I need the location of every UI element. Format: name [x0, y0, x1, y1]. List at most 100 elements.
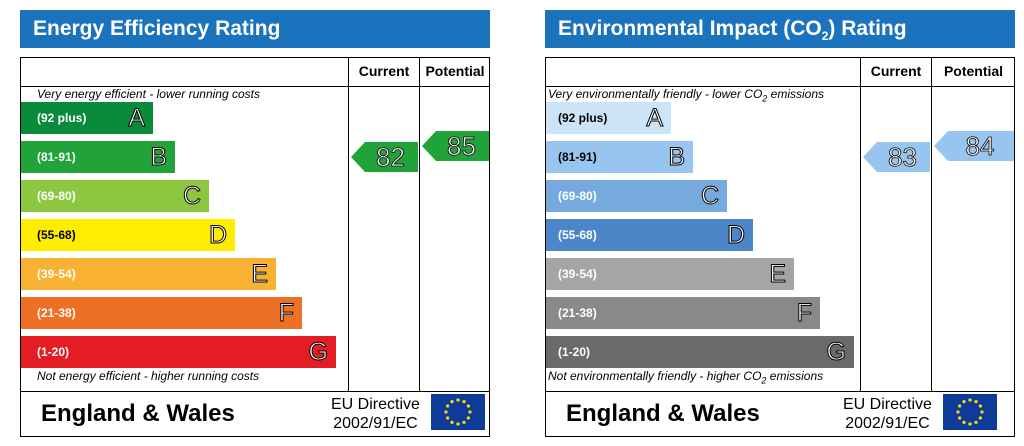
band-letter: D	[726, 221, 745, 250]
band-letter: A	[128, 104, 146, 133]
potential-rating-value: 85	[447, 131, 476, 161]
eu-star	[450, 400, 454, 404]
title-sub: 2	[821, 29, 829, 44]
eu-star	[978, 404, 982, 408]
band-c: (69-80) C	[21, 180, 209, 212]
potential-arrow-shape	[934, 131, 1014, 161]
current-rating-value: 82	[376, 142, 405, 172]
eu-star	[462, 400, 466, 404]
band-d: (55-68) D	[546, 219, 753, 251]
current-arrow-shape	[863, 142, 930, 172]
eu-star	[462, 420, 466, 424]
band-letter: F	[278, 299, 294, 328]
title-main: Environmental Impact (CO	[558, 17, 822, 40]
current-rating-arrow: 82	[351, 142, 418, 172]
eu-star	[466, 416, 470, 420]
eu-star	[962, 420, 966, 424]
band-letter: G	[826, 338, 846, 367]
band-e: (39-54) E	[21, 258, 276, 290]
eu-star	[974, 420, 978, 424]
band-letter: F	[796, 299, 812, 328]
footer-directive: EU Directive 2002/91/EC	[331, 395, 420, 433]
bottom-caption: Not energy efficient - higher running co…	[37, 369, 260, 383]
band-letter: B	[668, 143, 686, 172]
band-range-label: (39-54)	[558, 267, 597, 281]
band-f: (21-38) F	[21, 297, 302, 329]
eu-flag-icon	[943, 394, 997, 430]
eu-star	[446, 416, 450, 420]
eu-star	[974, 400, 978, 404]
directive-line2: 2002/91/EC	[845, 415, 930, 432]
band-a: (92 plus) A	[546, 102, 671, 134]
current-rating-value: 83	[888, 142, 917, 172]
band-range-label: (69-80)	[37, 189, 76, 203]
eu-star	[980, 410, 984, 414]
band-d: (55-68) D	[21, 219, 235, 251]
eu-star	[978, 416, 982, 420]
band-range-label: (39-54)	[37, 267, 76, 281]
band-g: (1-20) G	[21, 336, 336, 368]
environmental-impact-panel: Environmental Impact (CO2) Rating Curren…	[545, 10, 1015, 438]
band-f: (21-38) F	[546, 297, 820, 329]
band-letter: C	[182, 182, 201, 211]
band-letter: B	[150, 143, 168, 172]
band-range-label: (81-91)	[558, 150, 597, 164]
top-caption: Very environmentally friendly - lower CO…	[548, 87, 824, 104]
directive-line1: EU Directive	[843, 396, 932, 413]
environmental-impact-title: Environmental Impact (CO2) Rating	[545, 10, 1015, 48]
band-letter: C	[700, 182, 719, 211]
band-letter: G	[308, 338, 328, 367]
eu-star	[450, 420, 454, 424]
directive-line1: EU Directive	[331, 396, 420, 413]
eu-star	[958, 404, 962, 408]
band-g: (1-20) G	[546, 336, 854, 368]
title-end: ) Rating	[828, 17, 907, 40]
band-b: (81-91) B	[546, 141, 693, 173]
potential-column-header: Potential	[425, 63, 485, 79]
eu-star	[456, 422, 460, 426]
band-range-label: (55-68)	[37, 228, 76, 242]
band-letter: E	[769, 260, 787, 289]
band-e: (39-54) E	[546, 258, 794, 290]
energy-efficiency-title: Energy Efficiency Rating	[20, 10, 490, 48]
band-range-label: (1-20)	[558, 345, 591, 359]
footer-country: England & Wales	[41, 400, 235, 427]
eu-star	[456, 398, 460, 402]
band-letter: E	[251, 260, 269, 289]
band-range-label: (69-80)	[558, 189, 597, 203]
band-range-label: (21-38)	[558, 306, 597, 320]
eu-star	[446, 404, 450, 408]
eu-star	[968, 422, 972, 426]
current-rating-arrow: 83	[863, 142, 930, 172]
current-column-header: Current	[870, 63, 922, 79]
band-b: (81-91) B	[21, 141, 175, 173]
band-letter: D	[208, 221, 227, 250]
band-a: (92 plus) A	[21, 102, 153, 134]
band-range-label: (81-91)	[37, 150, 76, 164]
band-range-label: (1-20)	[37, 345, 70, 359]
eu-star	[466, 404, 470, 408]
eu-star	[958, 416, 962, 420]
top-caption: Very energy efficient - lower running co…	[37, 87, 260, 101]
footer-country: England & Wales	[566, 400, 760, 427]
potential-rating-arrow: 85	[422, 131, 489, 161]
potential-rating-value: 84	[966, 131, 995, 161]
eu-star	[968, 398, 972, 402]
environmental-impact-frame: Current Potential Very environmentally f…	[545, 57, 1015, 437]
eu-star	[956, 410, 960, 414]
eu-flag-icon	[431, 394, 485, 430]
band-range-label: (92 plus)	[558, 111, 608, 125]
eu-star	[468, 410, 472, 414]
potential-arrow-shape	[422, 131, 489, 161]
band-range-label: (92 plus)	[37, 111, 87, 125]
footer-directive: EU Directive 2002/91/EC	[843, 395, 932, 433]
bottom-caption: Not environmentally friendly - higher CO…	[548, 369, 824, 386]
potential-column-header: Potential	[943, 63, 1004, 79]
energy-efficiency-panel: Energy Efficiency Rating Current Potenti…	[20, 10, 490, 438]
current-arrow-shape	[351, 142, 418, 172]
current-column-header: Current	[358, 63, 410, 79]
band-range-label: (21-38)	[37, 306, 76, 320]
eu-star	[444, 410, 448, 414]
band-c: (69-80) C	[546, 180, 727, 212]
energy-efficiency-frame: Current Potential Very energy efficient …	[20, 57, 490, 437]
